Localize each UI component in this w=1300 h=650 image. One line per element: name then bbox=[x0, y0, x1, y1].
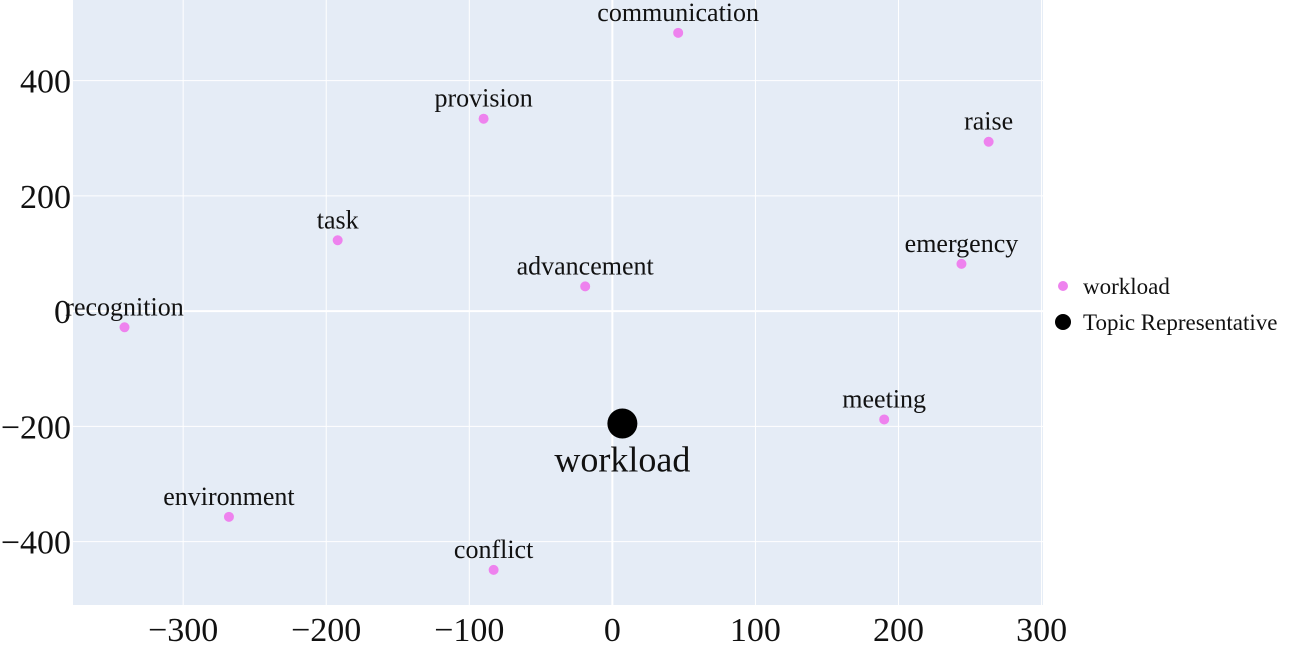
word-point-label: meeting bbox=[842, 384, 926, 413]
word-point[interactable] bbox=[580, 281, 591, 292]
x-tick-label: 100 bbox=[730, 612, 781, 649]
word-point-label: task bbox=[317, 205, 359, 234]
word-point[interactable] bbox=[673, 27, 684, 38]
x-tick-label: −100 bbox=[434, 612, 504, 649]
y-tick-label: −200 bbox=[1, 409, 71, 446]
word-point-label: conflict bbox=[454, 535, 534, 564]
data-points: communication provision raise task emergency… bbox=[65, 0, 1018, 575]
legend[interactable]: workload Topic Representative bbox=[1055, 274, 1277, 335]
word-point-label: raise bbox=[964, 107, 1013, 136]
x-tick-label: −300 bbox=[148, 612, 218, 649]
topic-representative-label: workload bbox=[554, 440, 690, 480]
x-tick-label: −200 bbox=[291, 612, 361, 649]
word-point[interactable] bbox=[223, 511, 234, 522]
plot-background bbox=[73, 0, 1043, 605]
legend-marker[interactable] bbox=[1055, 314, 1071, 330]
y-tick-label: −400 bbox=[1, 525, 71, 562]
word-point-label: communication bbox=[597, 0, 759, 27]
word-point[interactable] bbox=[488, 564, 499, 575]
word-point-label: advancement bbox=[517, 251, 655, 280]
word-point[interactable] bbox=[879, 414, 890, 425]
x-axis-ticks: −300 −200 −100 0 100 200 300 bbox=[148, 612, 1067, 649]
word-point-label: emergency bbox=[905, 229, 1019, 258]
legend-marker[interactable] bbox=[1058, 281, 1068, 291]
word-point[interactable] bbox=[478, 113, 489, 124]
word-point[interactable] bbox=[119, 322, 130, 333]
word-point-label: recognition bbox=[65, 292, 183, 321]
y-tick-label: 0 bbox=[54, 294, 71, 331]
y-tick-label: 400 bbox=[20, 64, 71, 101]
y-axis-ticks: −400 −200 0 200 400 bbox=[1, 64, 71, 562]
y-tick-label: 200 bbox=[20, 179, 71, 216]
legend-label[interactable]: workload bbox=[1083, 274, 1170, 299]
grid-lines bbox=[73, 0, 1043, 605]
word-point[interactable] bbox=[983, 136, 994, 147]
x-tick-label: 0 bbox=[604, 612, 621, 649]
word-point[interactable] bbox=[956, 258, 967, 269]
word-point-label: environment bbox=[163, 482, 295, 511]
topic-representative-point[interactable] bbox=[607, 408, 638, 439]
legend-label[interactable]: Topic Representative bbox=[1083, 310, 1277, 335]
x-tick-label: 300 bbox=[1016, 612, 1067, 649]
word-point[interactable] bbox=[332, 235, 343, 246]
x-tick-label: 200 bbox=[873, 612, 924, 649]
word-point-label: provision bbox=[434, 84, 532, 113]
